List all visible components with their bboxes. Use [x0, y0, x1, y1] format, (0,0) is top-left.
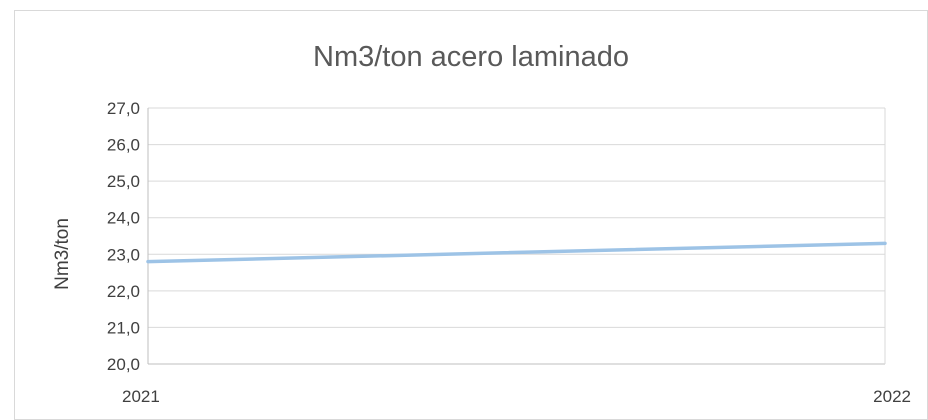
- y-tick-label: 22,0: [107, 282, 140, 301]
- y-tick-label: 24,0: [107, 209, 140, 228]
- y-tick-label: 26,0: [107, 136, 140, 155]
- y-axis-ticks: 20,0 21,0 22,0 23,0 24,0 25,0 26,0 27,0: [107, 99, 140, 374]
- series-layer: [146, 241, 887, 264]
- chart-title: Nm3/ton acero laminado: [313, 41, 629, 73]
- y-tick-label: 20,0: [107, 355, 140, 374]
- y-tick-label: 21,0: [107, 318, 140, 337]
- x-tick-label: 2022: [873, 387, 911, 406]
- y-tick-label: 25,0: [107, 172, 140, 191]
- series-line: [146, 241, 887, 264]
- x-axis-ticks: 2021 2022: [122, 387, 911, 406]
- gridlines: [147, 107, 886, 365]
- y-tick-label: 27,0: [107, 99, 140, 118]
- chart-frame: [14, 10, 928, 420]
- x-tick-label: 2021: [122, 387, 160, 406]
- y-tick-label: 23,0: [107, 245, 140, 264]
- y-axis-label: Nm3/ton: [52, 218, 73, 290]
